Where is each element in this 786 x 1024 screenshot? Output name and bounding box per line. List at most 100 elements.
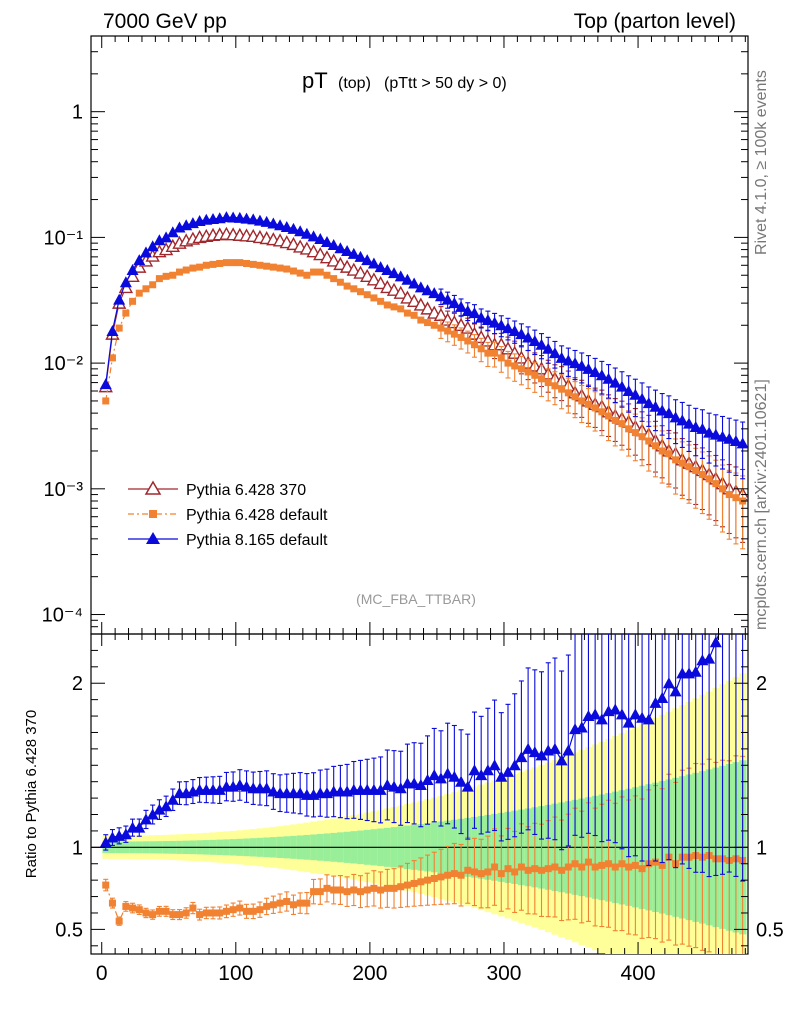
point-p8 [736,437,748,449]
point-p6-default [289,267,297,275]
ratio-point-p8 [629,708,642,720]
point-p6-default [651,442,659,450]
ratio-point-p6-default [584,858,592,866]
ratio-point-p8 [166,793,179,805]
point-p8 [300,227,313,239]
point-p6-default [196,263,204,271]
ratio-point-p8 [562,744,575,756]
point-p6-370 [326,253,341,267]
point-p6-default [316,268,324,276]
ratio-point-p8 [669,685,682,697]
ratio-point-p6-default [249,907,257,915]
point-p8 [723,432,736,444]
ratio-point-p8 [139,813,152,825]
point-p6-default [209,260,217,268]
ratio-series [91,634,748,954]
ratio-point-p8 [388,780,401,792]
ratio-point-p6-default [517,863,525,871]
point-p6-default [249,260,257,268]
ratio-point-p6-default [370,884,378,892]
point-p6-default [511,362,519,370]
point-p8 [153,234,166,246]
ratio-point-p8 [495,770,508,782]
ratio-point-p6-default [129,904,137,912]
point-p6-default [551,382,559,390]
ratio-point-p8 [153,803,166,815]
ratio-point-p6-default [296,899,304,907]
legend-entry-p8: Pythia 8.165 default [128,532,328,549]
point-p6-default [175,268,183,276]
y-tick-label-ratio: 2 [72,673,83,695]
point-p8 [461,304,474,316]
point-p6-default [705,475,713,483]
point-p8 [522,331,535,343]
ratio-point-p6-default [457,871,465,879]
point-p6-default [403,309,411,317]
point-p6-default [155,275,163,283]
ratio-point-p6-default [544,865,552,873]
point-p6-370 [366,272,382,286]
point-p8 [401,273,414,285]
point-p6-default [531,371,539,379]
point-p8 [274,219,287,231]
x-tick-label: 200 [352,962,387,985]
ratio-point-p6-default [497,870,505,878]
y-tick-label-upper: 1 [72,102,83,124]
ratio-point-p6-default [424,876,432,884]
point-p8 [475,311,488,323]
ratio-point-p8 [508,759,521,771]
y-tick-label-ratio: 0.5 [55,919,83,941]
point-p6-default [598,408,606,416]
point-p8 [615,380,628,392]
point-p8 [582,362,595,374]
ratio-point-p8 [240,780,253,792]
header-right: Top (parton level) [574,10,736,33]
point-p6-default [202,261,210,269]
ratio-point-p8 [515,751,528,763]
ratio-point-p6-default [651,858,659,866]
point-p8 [555,351,568,363]
point-p8 [334,242,347,254]
ratio-point-p6-default [182,909,190,917]
point-p6-default [484,349,492,357]
point-p6-default [222,259,230,267]
ratio-point-p8 [381,778,394,790]
point-p6-default [424,319,432,327]
point-p8 [656,404,669,416]
point-p6-default [477,345,485,353]
ratio-point-p6-default [323,884,331,892]
ratio-point-p8 [408,777,421,789]
ratio-point-p8 [468,764,481,776]
ratio-point-p8 [394,782,407,794]
point-p6-370 [313,247,328,261]
point-p6-default [162,272,170,280]
legend-marker-p8 [146,532,160,544]
point-p6-default [517,365,525,373]
point-p8 [528,334,541,346]
point-p6-default [692,466,700,474]
ratio-point-p6-default [357,888,365,896]
ratio-point-p8 [233,778,246,790]
ratio-point-p8 [448,770,461,782]
ratio-point-p6-default [558,866,566,874]
point-p6-370 [413,297,429,311]
legend-label-p8: Pythia 8.165 default [186,532,328,549]
point-p8 [139,246,152,258]
ratio-point-p8 [589,708,602,720]
point-p6-370 [400,290,415,304]
point-p8 [314,233,327,245]
header-left: 7000 GeV pp [103,10,227,33]
point-p8 [361,254,374,266]
point-p8 [408,277,421,289]
point-p6-default [685,463,693,471]
ratio-point-p6-default [491,863,499,871]
point-p8 [113,293,126,305]
legend-entry-p6-370: Pythia 6.428 370 [128,480,306,499]
point-p8 [703,426,716,438]
point-p8 [428,287,441,299]
ratio-point-p6-default [410,879,418,887]
point-p8 [106,325,119,337]
point-p6-default [169,271,177,279]
point-p6-370 [360,268,375,283]
point-p6-default [283,265,291,273]
